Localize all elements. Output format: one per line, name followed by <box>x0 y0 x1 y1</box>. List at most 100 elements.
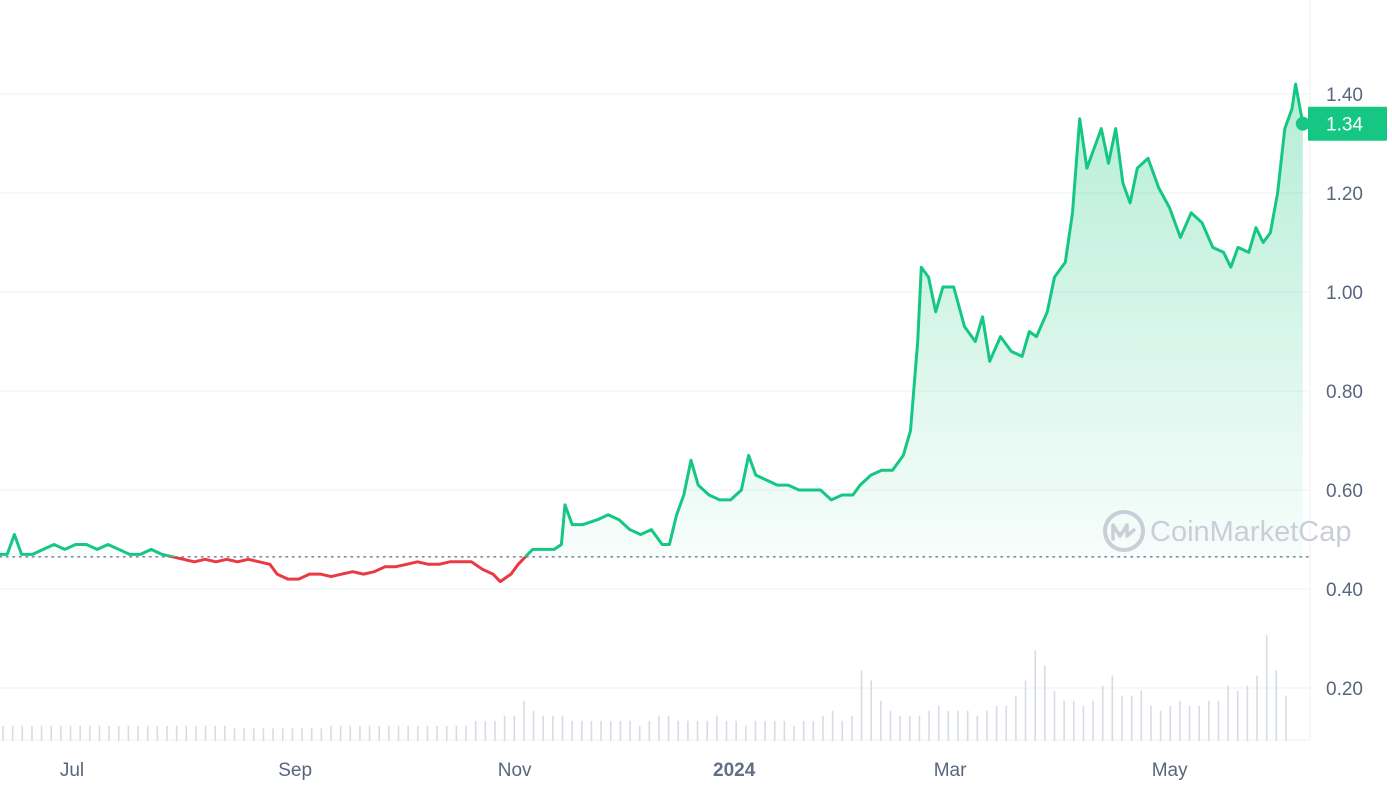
volume-bar <box>1092 700 1094 741</box>
volume-bar <box>1236 690 1239 741</box>
volume-bar <box>108 725 110 741</box>
volume-bar <box>638 725 641 741</box>
x-tick-label: Sep <box>278 760 312 781</box>
price-area <box>0 84 1303 557</box>
volume-bar <box>11 725 14 741</box>
volume-bar <box>571 720 573 741</box>
volume-bar <box>889 710 892 741</box>
volume-bar <box>696 720 699 741</box>
volume-bar <box>1024 680 1027 741</box>
volume-bar <box>831 710 834 741</box>
volume-bar <box>687 720 689 741</box>
volume-bar <box>146 725 149 741</box>
price-area-fill <box>0 84 1303 557</box>
volume-bar <box>552 715 554 741</box>
volume-bar <box>880 700 882 741</box>
volume-bar <box>976 715 979 741</box>
volume-bar <box>137 725 139 741</box>
volume-bar <box>368 725 371 741</box>
volume-bar <box>1101 685 1104 741</box>
volume-bar <box>156 725 159 741</box>
volume-bar <box>79 725 81 741</box>
price-line-up <box>0 82 1305 557</box>
volume-bar <box>494 720 496 741</box>
volume-bar <box>619 720 622 741</box>
volume-bar <box>465 725 467 741</box>
volume-bar <box>1072 700 1075 741</box>
volume-bar <box>773 720 776 741</box>
volume-bar <box>966 710 969 741</box>
volume-bar <box>658 715 660 741</box>
volume-bar <box>503 715 506 741</box>
volume-bar <box>1130 695 1133 741</box>
volume-bar <box>928 710 930 741</box>
volume-bar <box>349 725 352 741</box>
volume-bar <box>513 715 516 741</box>
volume-bar <box>166 725 168 741</box>
volume-bar <box>89 725 91 741</box>
volume-bar <box>754 720 757 741</box>
coinmarketcap-logo-icon <box>1103 510 1145 552</box>
volume-bar <box>31 725 33 741</box>
current-price-badge <box>1308 106 1387 141</box>
volume-bar <box>1159 710 1162 741</box>
volume-bar <box>706 720 709 741</box>
y-tick-label: 0.40 <box>1326 580 1363 601</box>
volume-bar <box>1227 685 1229 741</box>
volume-bar <box>1208 700 1210 741</box>
volume-bar <box>580 720 583 741</box>
volume-bar <box>793 725 795 741</box>
volume-bar <box>407 725 409 741</box>
volume-bar <box>523 700 525 741</box>
grid-lines <box>0 0 1311 741</box>
volume-bar <box>233 728 236 741</box>
volume-bar <box>320 728 323 741</box>
volume-bar <box>1246 685 1249 741</box>
volume-bar <box>117 725 120 741</box>
volume-bar <box>175 725 178 741</box>
volume-bar <box>860 670 863 741</box>
volume-bar <box>185 725 188 741</box>
volume-bar <box>629 720 631 741</box>
x-tick-label: 2024 <box>713 760 756 781</box>
volume-bar <box>60 725 62 741</box>
volume-bar <box>1005 705 1008 741</box>
x-tick-label: Mar <box>934 760 967 781</box>
volume-bar <box>735 720 737 741</box>
volume-bar <box>716 715 718 741</box>
volume-bar <box>822 715 824 741</box>
volume-bar <box>21 725 24 741</box>
volume-bar <box>445 725 448 741</box>
volume-bar <box>1034 650 1036 741</box>
volume-bar <box>1265 635 1268 741</box>
volume-bar <box>677 720 680 741</box>
volume-bar <box>1179 700 1181 741</box>
volume-bar <box>195 725 197 741</box>
volume-bars <box>2 635 1287 741</box>
volume-bar <box>474 720 477 741</box>
volume-bar <box>918 715 921 741</box>
volume-bar <box>542 715 545 741</box>
volume-bar <box>397 725 400 741</box>
volume-bar <box>339 725 342 741</box>
volume-bar <box>1217 700 1220 741</box>
volume-bar <box>1150 705 1152 741</box>
volume-bar <box>851 715 853 741</box>
volume-bar <box>262 728 265 741</box>
x-tick-label: May <box>1152 760 1188 781</box>
volume-bar <box>69 725 72 741</box>
volume-bar <box>590 720 593 741</box>
volume-bar <box>1140 690 1143 741</box>
volume-bar <box>436 725 438 741</box>
volume-bar <box>609 720 612 741</box>
volume-bar <box>783 720 786 741</box>
volume-bar <box>1121 695 1123 741</box>
volume-bar <box>224 725 226 741</box>
volume-bar <box>937 705 940 741</box>
volume-bar <box>1053 690 1056 741</box>
volume-bar <box>50 725 53 741</box>
volume-bar <box>812 720 815 741</box>
volume-bar <box>281 728 284 741</box>
